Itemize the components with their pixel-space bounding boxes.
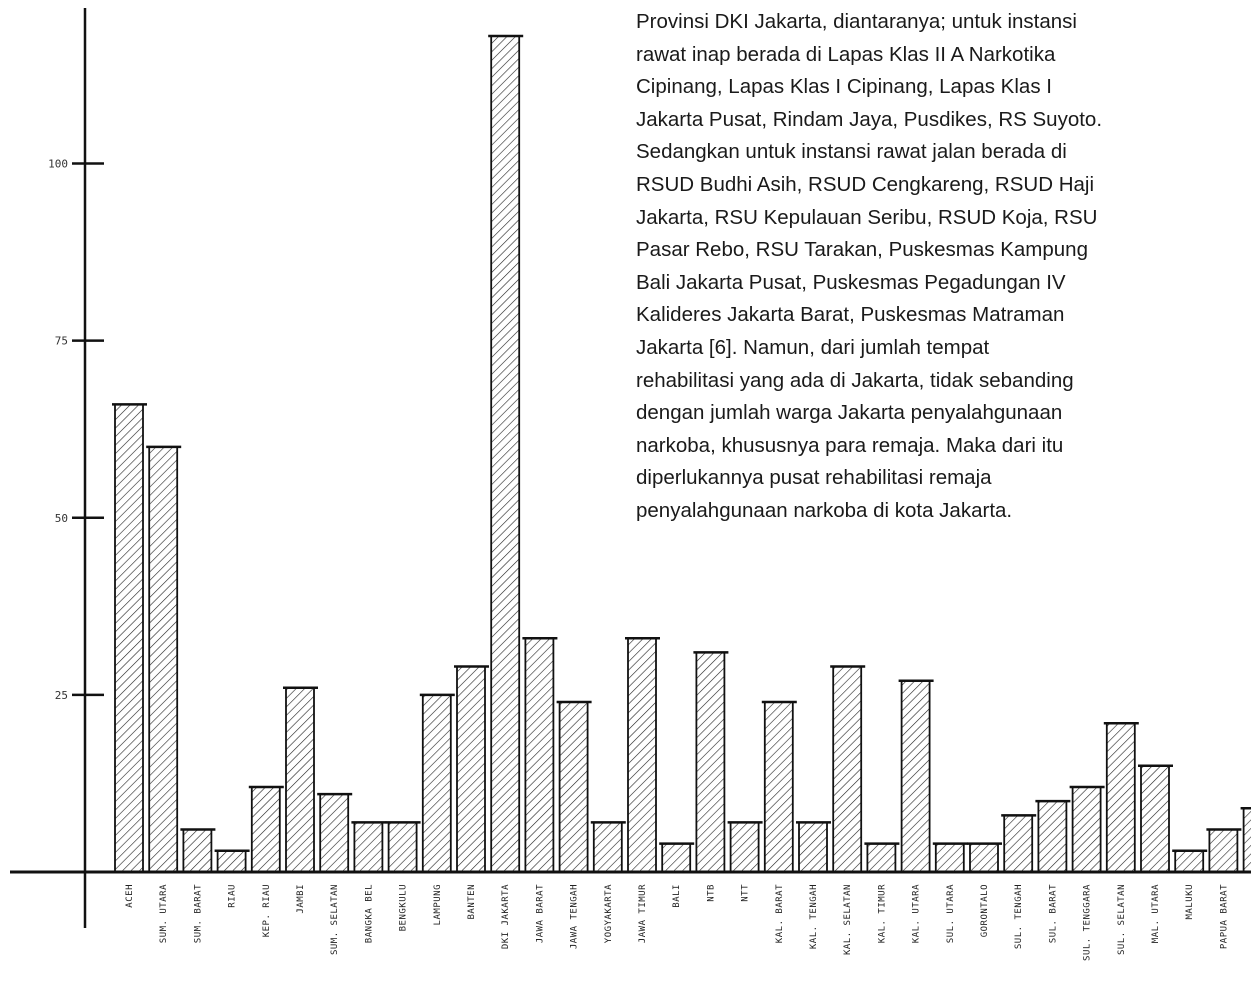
y-tick-label: 50 xyxy=(55,512,68,525)
category-label: BENGKULU xyxy=(399,884,409,931)
paragraph-line: RSUD Budhi Asih, RSUD Cengkareng, RSUD H… xyxy=(636,172,1095,196)
paragraph-line: Jakarta, RSU Kepulauan Seribu, RSUD Koja… xyxy=(636,205,1098,229)
paragraph-line: Bali Jakarta Pusat, Puskesmas Pegadungan… xyxy=(636,270,1066,294)
category-label: BANGKA BEL xyxy=(364,884,374,943)
category-label: SUL. TENGAH xyxy=(1014,884,1024,949)
bar xyxy=(798,821,828,873)
bar xyxy=(1208,828,1239,873)
paragraph-line: rehabilitasi yang ada di Jakarta, tidak … xyxy=(636,368,1074,392)
paragraph-line: Sedangkan untuk instansi rawat jalan ber… xyxy=(636,140,1067,164)
category-label: SUM. BARAT xyxy=(193,884,203,943)
bar xyxy=(763,701,794,873)
category-label: LAMPUNG xyxy=(433,884,443,925)
paragraph-line: narkoba, khususnya para remaja. Maka dar… xyxy=(636,433,1064,457)
bar xyxy=(114,403,144,873)
category-label: SUL. SELATAN xyxy=(1117,884,1127,955)
y-tick-label: 25 xyxy=(55,689,68,702)
bar xyxy=(900,679,931,873)
bar xyxy=(934,842,965,873)
bar xyxy=(387,821,418,873)
paragraph-line: Jakarta [6]. Namun, dari jumlah tempat xyxy=(636,335,990,359)
bar xyxy=(182,828,213,873)
category-label: KAL. TENGAH xyxy=(809,884,819,949)
bar xyxy=(729,821,760,873)
category-label: JAMBI xyxy=(296,884,306,914)
category-label: GORONTALO xyxy=(980,884,990,937)
bar xyxy=(1242,807,1251,873)
bar xyxy=(456,665,486,873)
category-label: MAL. UTARA xyxy=(1151,884,1161,943)
category-label: YOGYAKARTA xyxy=(604,884,614,943)
category-label: SUL. UTARA xyxy=(946,884,956,943)
category-label: SUL. TENGGARA xyxy=(1083,884,1093,961)
bar xyxy=(1071,786,1102,873)
bar xyxy=(250,786,281,873)
paragraph-line: Pasar Rebo, RSU Tarakan, Puskesmas Kampu… xyxy=(636,238,1088,262)
category-label: SUL. BARAT xyxy=(1048,884,1058,943)
paragraph-line: rawat inap berada di Lapas Klas II A Nar… xyxy=(636,42,1056,66)
bar xyxy=(592,821,623,873)
bar xyxy=(216,849,247,873)
bar xyxy=(319,793,350,873)
category-label: NTB xyxy=(706,884,716,902)
category-label: NTT xyxy=(741,884,751,902)
category-label: JAWA TIMUR xyxy=(638,884,648,943)
y-tick-label: 100 xyxy=(48,158,68,171)
category-label: KAL. SELATAN xyxy=(843,884,853,955)
paragraph-line: Cipinang, Lapas Klas I Cipinang, Lapas K… xyxy=(636,75,1052,99)
paragraph-line: diperlukannya pusat rehabilitasi remaja xyxy=(636,466,992,490)
bar xyxy=(1105,722,1136,873)
paragraph-line: penyalahgunaan narkoba di kota Jakarta. xyxy=(636,498,1013,522)
bar xyxy=(1037,800,1068,873)
bar xyxy=(421,693,452,873)
bar xyxy=(695,651,726,873)
category-label: DKI JAKARTA xyxy=(501,884,511,949)
bar xyxy=(524,637,555,873)
category-label: MALUKU xyxy=(1185,884,1195,920)
category-label: KAL. UTARA xyxy=(912,884,922,943)
bar xyxy=(285,686,315,873)
category-label: RIAU xyxy=(228,884,238,908)
paragraph-line: Jakarta Pusat, Rindam Jaya, Pusdikes, RS… xyxy=(636,107,1103,131)
bar xyxy=(1003,814,1034,873)
category-label: SUM. SELATAN xyxy=(330,884,340,955)
category-label: BALI xyxy=(672,884,682,908)
category-label: JAWA BARAT xyxy=(535,884,545,943)
paragraph-line: Kalideres Jakarta Barat, Puskesmas Matra… xyxy=(636,303,1065,327)
bar xyxy=(627,637,657,873)
category-label: KAL. BARAT xyxy=(775,884,785,943)
bar xyxy=(661,842,692,873)
bar xyxy=(866,842,897,873)
bar xyxy=(1174,849,1205,873)
category-label: PAPUA BARAT xyxy=(1219,884,1229,949)
y-tick-label: 75 xyxy=(55,335,68,348)
bar xyxy=(353,821,384,873)
bar xyxy=(148,446,179,873)
category-label: BANTEN xyxy=(467,884,477,920)
bar xyxy=(832,665,863,873)
category-label: KEP. RIAU xyxy=(262,884,272,937)
bar xyxy=(490,35,521,873)
category-label: SUM. UTARA xyxy=(159,884,169,943)
bar xyxy=(969,842,999,873)
bar xyxy=(1140,764,1170,873)
paragraph-line: dengan jumlah warga Jakarta penyalahguna… xyxy=(636,401,1063,425)
bar xyxy=(558,701,589,873)
description-paragraph: Provinsi DKI Jakarta, diantaranya; untuk… xyxy=(636,4,1242,528)
category-label: KAL. TIMUR xyxy=(877,884,887,943)
paragraph-line: Provinsi DKI Jakarta, diantaranya; untuk… xyxy=(636,10,1077,33)
category-label: JAWA TENGAH xyxy=(570,884,580,949)
category-label: ACEH xyxy=(125,884,135,908)
